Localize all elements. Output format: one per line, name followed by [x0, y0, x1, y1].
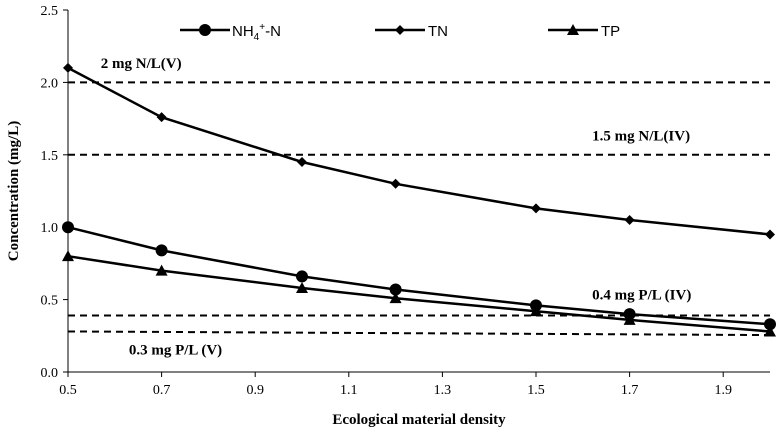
- data-point: [62, 221, 74, 234]
- y-tick-label: 0.5: [41, 294, 59, 309]
- data-point: [63, 62, 73, 73]
- x-tick-label: 1.1: [340, 383, 358, 398]
- data-point: [531, 203, 541, 214]
- data-point: [530, 305, 542, 317]
- x-tick-label: 1.9: [714, 383, 732, 398]
- data-point: [156, 112, 167, 123]
- y-tick-label: 0.0: [41, 366, 59, 381]
- data-point: [623, 313, 636, 325]
- data-point: [389, 292, 402, 304]
- x-tick-label: 0.5: [59, 383, 77, 398]
- series-circle: [62, 221, 776, 331]
- x-tick-label: 0.9: [246, 383, 264, 398]
- legend-item-nh4: NH4+-N: [180, 22, 281, 43]
- legend-item-tp: TP: [548, 23, 620, 40]
- y-axis-title: Concentration (mg/L): [6, 121, 22, 261]
- legend-label-nh4: NH4+-N: [232, 22, 281, 43]
- legend-label-tn: TN: [428, 23, 448, 40]
- reference-line-label: 0.3 mg P/L (V): [129, 343, 222, 359]
- legend-marker-triangle: [567, 24, 579, 35]
- data-point: [764, 318, 776, 331]
- reference-line-label: 0.4 mg P/L (IV): [592, 288, 691, 304]
- data-point: [389, 283, 402, 296]
- data-point: [62, 250, 74, 262]
- series-triangle: [62, 250, 776, 337]
- legend-marker-circle: [199, 24, 211, 36]
- data-point: [296, 270, 308, 283]
- labels: 2 mg N/L(V) 1.5 mg N/L(IV) 0.4 mg P/L (IV)…: [101, 56, 692, 359]
- axes: 0.00.51.01.52.02.50.5 0.7 0.9 1.1 1.3 1.5 1.7 1…: [6, 4, 770, 428]
- x-axis-title: Ecological material density: [332, 412, 506, 428]
- legend-label-tp: TP: [601, 23, 620, 40]
- reference-line-label: 2 mg N/L(V): [101, 56, 182, 72]
- series: [62, 62, 776, 337]
- data-point: [390, 178, 401, 189]
- x-tick-label: 1.5: [527, 383, 545, 398]
- data-point: [297, 157, 307, 168]
- x-tick-label: 0.7: [153, 383, 171, 398]
- x-tick-label: 1.7: [621, 383, 639, 398]
- data-point: [764, 325, 776, 337]
- y-tick-label: 2.0: [41, 76, 59, 91]
- data-point: [624, 214, 635, 225]
- y-tick-label: 1.0: [41, 221, 59, 236]
- y-tick-label: 1.5: [41, 149, 59, 164]
- data-point: [155, 264, 168, 276]
- reference-line-label: 1.5 mg N/L(IV): [592, 128, 690, 144]
- x-tick-label: 1.3: [434, 383, 452, 398]
- series-line: [67, 66, 771, 236]
- reference-lines: [67, 81, 771, 337]
- legend: NH4+-N TN TP: [180, 22, 620, 43]
- series-diamond: [63, 62, 775, 240]
- legend-item-tn: TN: [375, 23, 448, 40]
- legend-marker-diamond: [395, 25, 405, 35]
- series-line: [67, 225, 771, 326]
- data-point: [765, 229, 775, 240]
- y-tick-label: 2.5: [41, 4, 59, 19]
- data-point: [296, 282, 308, 294]
- data-point: [155, 244, 168, 257]
- reference-line: [67, 330, 771, 337]
